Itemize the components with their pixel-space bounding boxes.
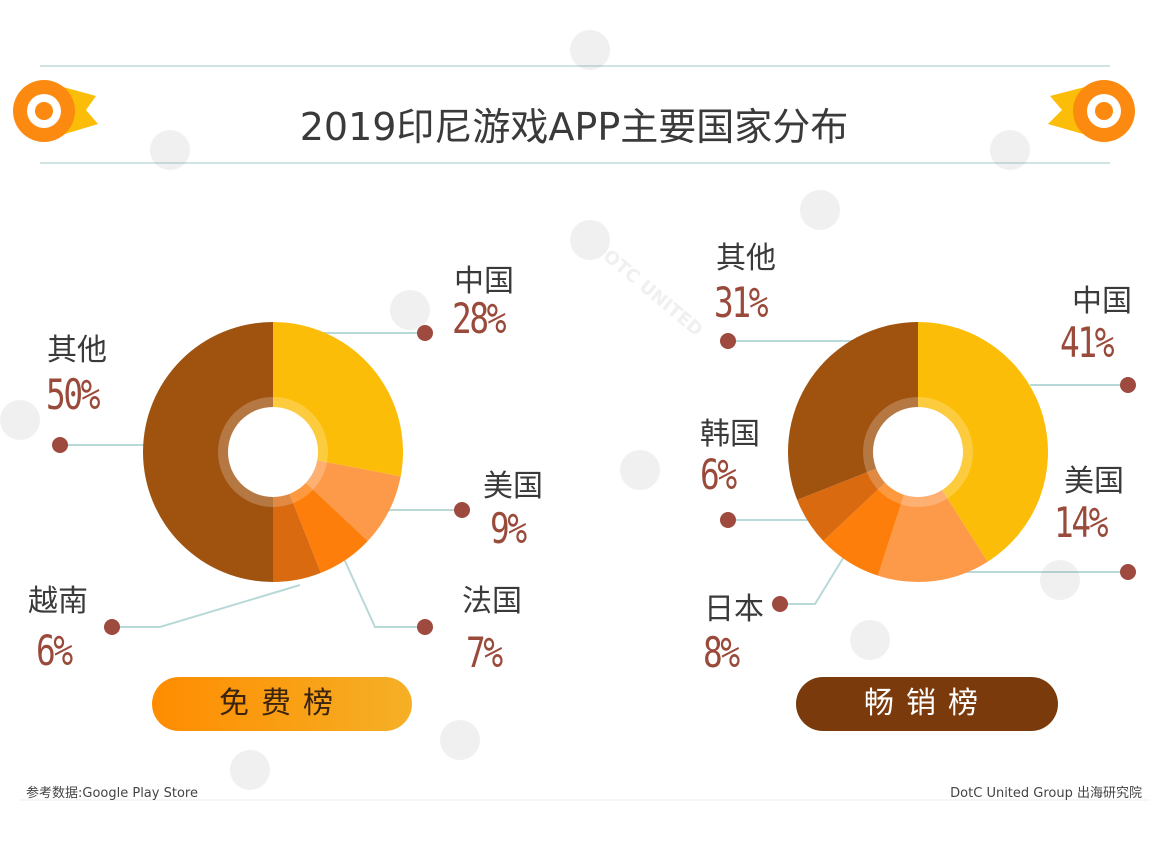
dot-best-china	[1120, 377, 1136, 393]
best-label-usa: 美国	[1064, 464, 1124, 499]
credit-note: DotC United Group 出海研究院	[950, 786, 1142, 801]
right-eye-icon	[1048, 80, 1135, 142]
free-label-vietnam: 越南	[28, 584, 88, 619]
free-ranking-pill: 免费榜	[152, 677, 412, 731]
best-pct-usa: 14%	[1054, 498, 1108, 547]
free-label-usa: 美国	[483, 469, 543, 504]
dot-free-china	[417, 325, 433, 341]
dot-best-usa	[1120, 564, 1136, 580]
donut-best-slice-usa	[877, 452, 988, 582]
dot-best-japan	[772, 596, 788, 612]
leaders-best	[728, 340, 1128, 605]
best-pct-others: 31%	[714, 278, 768, 327]
donut-best-hole	[873, 407, 963, 497]
leader-free-vietnam	[112, 584, 301, 628]
best-pct-china: 41%	[1060, 318, 1114, 367]
donut-best-slice-china	[918, 322, 1048, 562]
page-title: 2019印尼游戏APP主要国家分布	[299, 105, 849, 149]
dot-free-france	[417, 619, 433, 635]
best-pct-korea: 6%	[700, 450, 737, 499]
free-pct-usa: 9%	[490, 504, 527, 553]
best-label-japan: 日本	[704, 592, 764, 627]
dot-free-usa	[454, 502, 470, 518]
free-pct-france: 7%	[466, 628, 503, 677]
dot-free-others	[52, 437, 68, 453]
bestseller-ranking-pill: 畅销榜	[796, 677, 1058, 731]
leader-best-japan	[780, 554, 846, 605]
dot-best-others	[720, 333, 736, 349]
leader-dots	[52, 325, 1136, 635]
dot-best-korea	[720, 512, 736, 528]
donut-free-hole	[228, 407, 318, 497]
source-note: 参考数据:Google Play Store	[26, 786, 198, 801]
free-label-france: 法国	[462, 584, 522, 619]
free-label-others: 其他	[47, 333, 107, 368]
donut-free-slice-others	[143, 322, 273, 582]
best-label-others: 其他	[716, 241, 776, 276]
best-label-korea: 韩国	[700, 417, 760, 452]
free-pct-vietnam: 6%	[36, 626, 73, 675]
watermark-text: DOTC UNITED	[588, 236, 707, 341]
leader-free-france	[339, 549, 425, 628]
donut-free	[143, 322, 404, 582]
free-pct-china: 28%	[452, 294, 506, 343]
free-label-china: 中国	[454, 264, 514, 299]
left-eye-icon	[13, 80, 98, 142]
free-pct-others: 50%	[46, 370, 100, 419]
best-label-china: 中国	[1072, 284, 1132, 319]
donut-best	[787, 322, 1048, 582]
best-pct-japan: 8%	[703, 628, 740, 677]
dot-free-vietnam	[104, 619, 120, 635]
